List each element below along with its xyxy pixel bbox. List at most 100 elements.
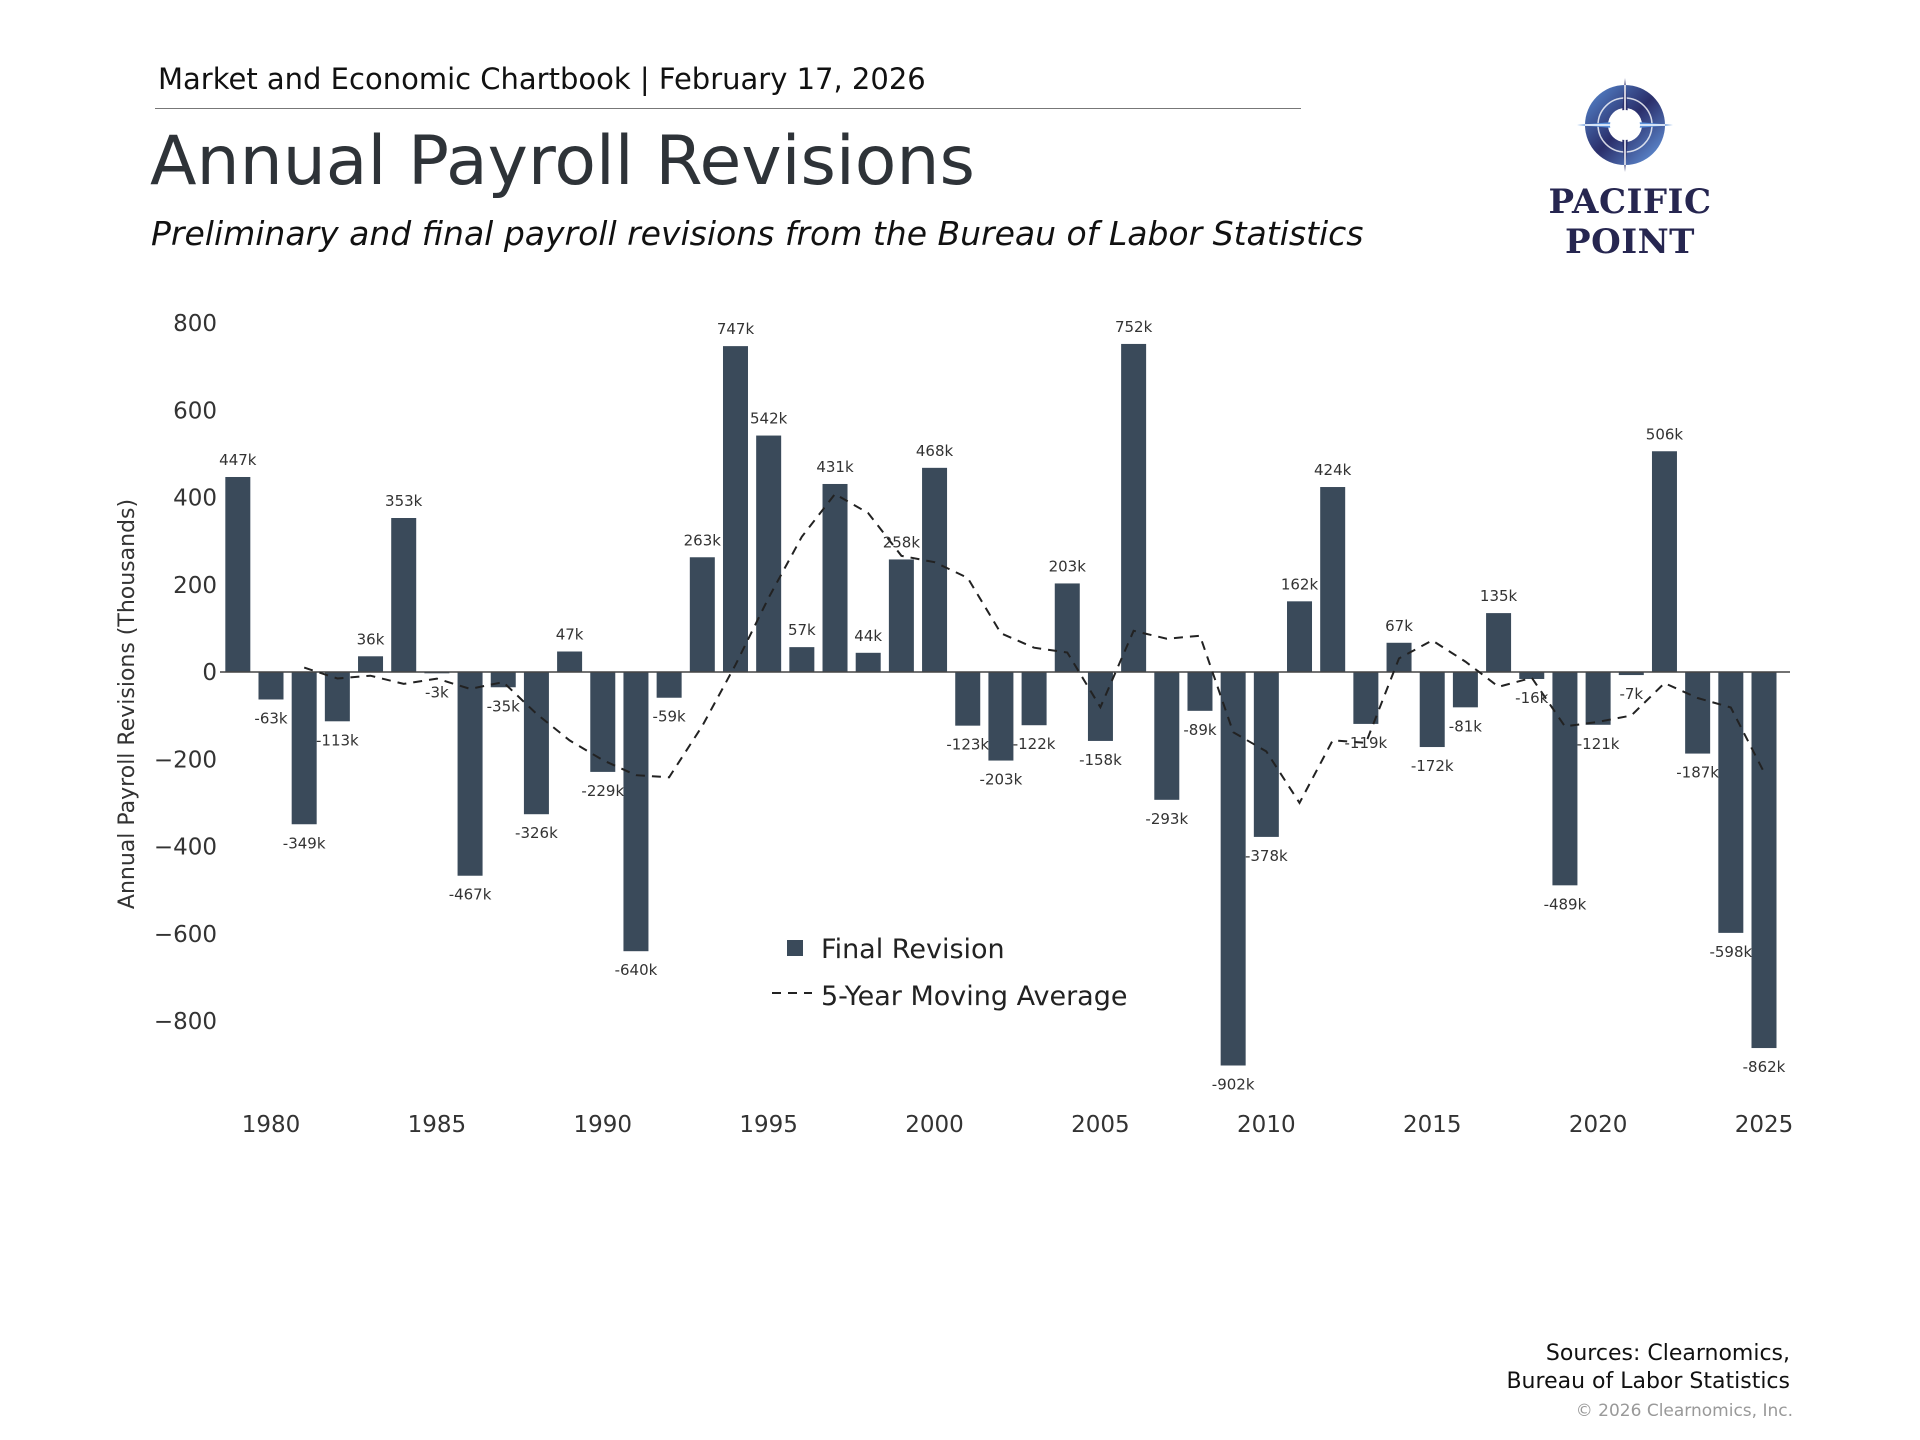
bar-2016 [1452, 672, 1478, 708]
y-tick-label: 400 [173, 486, 217, 512]
data-label: -63k [254, 709, 287, 727]
pacific-point-logo: PACIFIC POINT [1480, 70, 1780, 262]
sources-line-1: Sources: Clearnomics, [1545, 1341, 1790, 1366]
bar-2002 [988, 672, 1014, 761]
bar-1995 [756, 435, 782, 672]
legend-label-final-revision: Final Revision [821, 934, 1005, 965]
sources-line-2: Bureau of Labor Statistics [1506, 1369, 1790, 1394]
data-label: 752k [1115, 318, 1153, 336]
legend-swatch-bar [787, 940, 803, 956]
data-label: 44k [854, 627, 882, 645]
data-label: 431k [816, 458, 854, 476]
data-label: -122k [1013, 735, 1056, 753]
bar-1988 [523, 672, 549, 815]
x-tick-label: 1980 [242, 1112, 301, 1138]
bar-2011 [1287, 601, 1313, 672]
x-tick-label: 1985 [408, 1112, 467, 1138]
bar-1990 [590, 672, 616, 772]
y-tick-label: 600 [173, 398, 217, 424]
data-label: -113k [316, 731, 359, 749]
data-label: 57k [788, 621, 816, 639]
data-label: -229k [581, 782, 624, 800]
data-label: 747k [717, 320, 755, 338]
data-label: 203k [1049, 557, 1087, 575]
bar-1998 [855, 652, 881, 672]
y-tick-label: −200 [154, 747, 217, 773]
x-tick-label: 1995 [739, 1112, 798, 1138]
x-tick-label: 1990 [574, 1112, 633, 1138]
bar-1992 [656, 672, 682, 698]
header-divider [155, 108, 1301, 109]
data-label: -862k [1743, 1058, 1786, 1076]
bar-2017 [1486, 613, 1512, 672]
data-label: 263k [684, 531, 722, 549]
data-label: -3k [425, 683, 449, 701]
data-label: 36k [357, 630, 385, 648]
data-label: 353k [385, 492, 423, 510]
legend-label-moving-average: 5-Year Moving Average [821, 981, 1127, 1012]
sources-note: Sources: Clearnomics, Bureau of Labor St… [1506, 1340, 1790, 1396]
bar-1980 [258, 672, 284, 700]
x-tick-label: 2025 [1735, 1112, 1794, 1138]
data-label: 67k [1385, 617, 1413, 635]
x-tick-label: 2005 [1071, 1112, 1130, 1138]
bar-1982 [324, 672, 350, 722]
bar-2012 [1320, 487, 1346, 672]
bar-2022 [1651, 451, 1677, 672]
bar-1981 [291, 672, 317, 825]
x-tick-label: 2020 [1569, 1112, 1628, 1138]
bar-1983 [358, 656, 384, 672]
moving-average-line [303, 492, 1765, 805]
bar-2013 [1353, 672, 1379, 724]
data-label: -203k [980, 771, 1023, 789]
data-label: -640k [615, 961, 658, 979]
data-label: -489k [1544, 895, 1587, 913]
bar-2010 [1253, 672, 1279, 837]
data-label: -7k [1619, 685, 1643, 703]
x-tick-label: 2015 [1403, 1112, 1462, 1138]
data-label: 506k [1646, 425, 1684, 443]
data-label: 447k [219, 451, 257, 469]
data-label: -123k [946, 736, 989, 754]
data-label: 424k [1314, 461, 1352, 479]
y-tick-label: −600 [154, 922, 217, 948]
bar-2006 [1121, 343, 1147, 672]
bar-2015 [1419, 672, 1445, 748]
bar-1991 [623, 672, 649, 952]
data-label: -121k [1577, 735, 1620, 753]
compass-icon [1577, 78, 1673, 172]
data-label: -119k [1344, 734, 1387, 752]
data-label: -293k [1145, 810, 1188, 828]
data-label: -349k [283, 834, 326, 852]
data-label: 162k [1281, 575, 1319, 593]
bar-1979 [225, 476, 251, 672]
bar-1987 [490, 672, 516, 688]
data-label: -326k [515, 824, 558, 842]
bar-2007 [1154, 672, 1180, 800]
page-title: Annual Payroll Revisions [150, 122, 975, 201]
bar-1989 [557, 651, 583, 672]
data-label: -378k [1245, 847, 1288, 865]
y-tick-label: −400 [154, 835, 217, 861]
data-label: -902k [1212, 1075, 1255, 1093]
bar-2008 [1187, 672, 1213, 711]
data-label: -59k [653, 708, 686, 726]
bar-1994 [722, 346, 748, 672]
y-axis-label: Annual Payroll Revisions (Thousands) [115, 499, 140, 909]
bar-2009 [1220, 672, 1246, 1066]
data-label: 468k [916, 442, 954, 460]
y-tick-label: 0 [202, 660, 217, 686]
data-label: 135k [1480, 587, 1518, 605]
bar-2023 [1685, 672, 1711, 754]
data-label: 542k [750, 410, 788, 428]
data-label: -81k [1449, 717, 1482, 735]
bar-2025 [1751, 672, 1777, 1049]
bar-1993 [689, 557, 715, 672]
chartbook-header: Market and Economic Chartbook | February… [158, 62, 926, 96]
copyright: © 2026 Clearnomics, Inc. [1575, 1401, 1793, 1421]
y-tick-label: 200 [173, 573, 217, 599]
bar-2001 [955, 672, 981, 726]
data-label: -89k [1183, 721, 1216, 739]
bar-1999 [888, 559, 914, 672]
